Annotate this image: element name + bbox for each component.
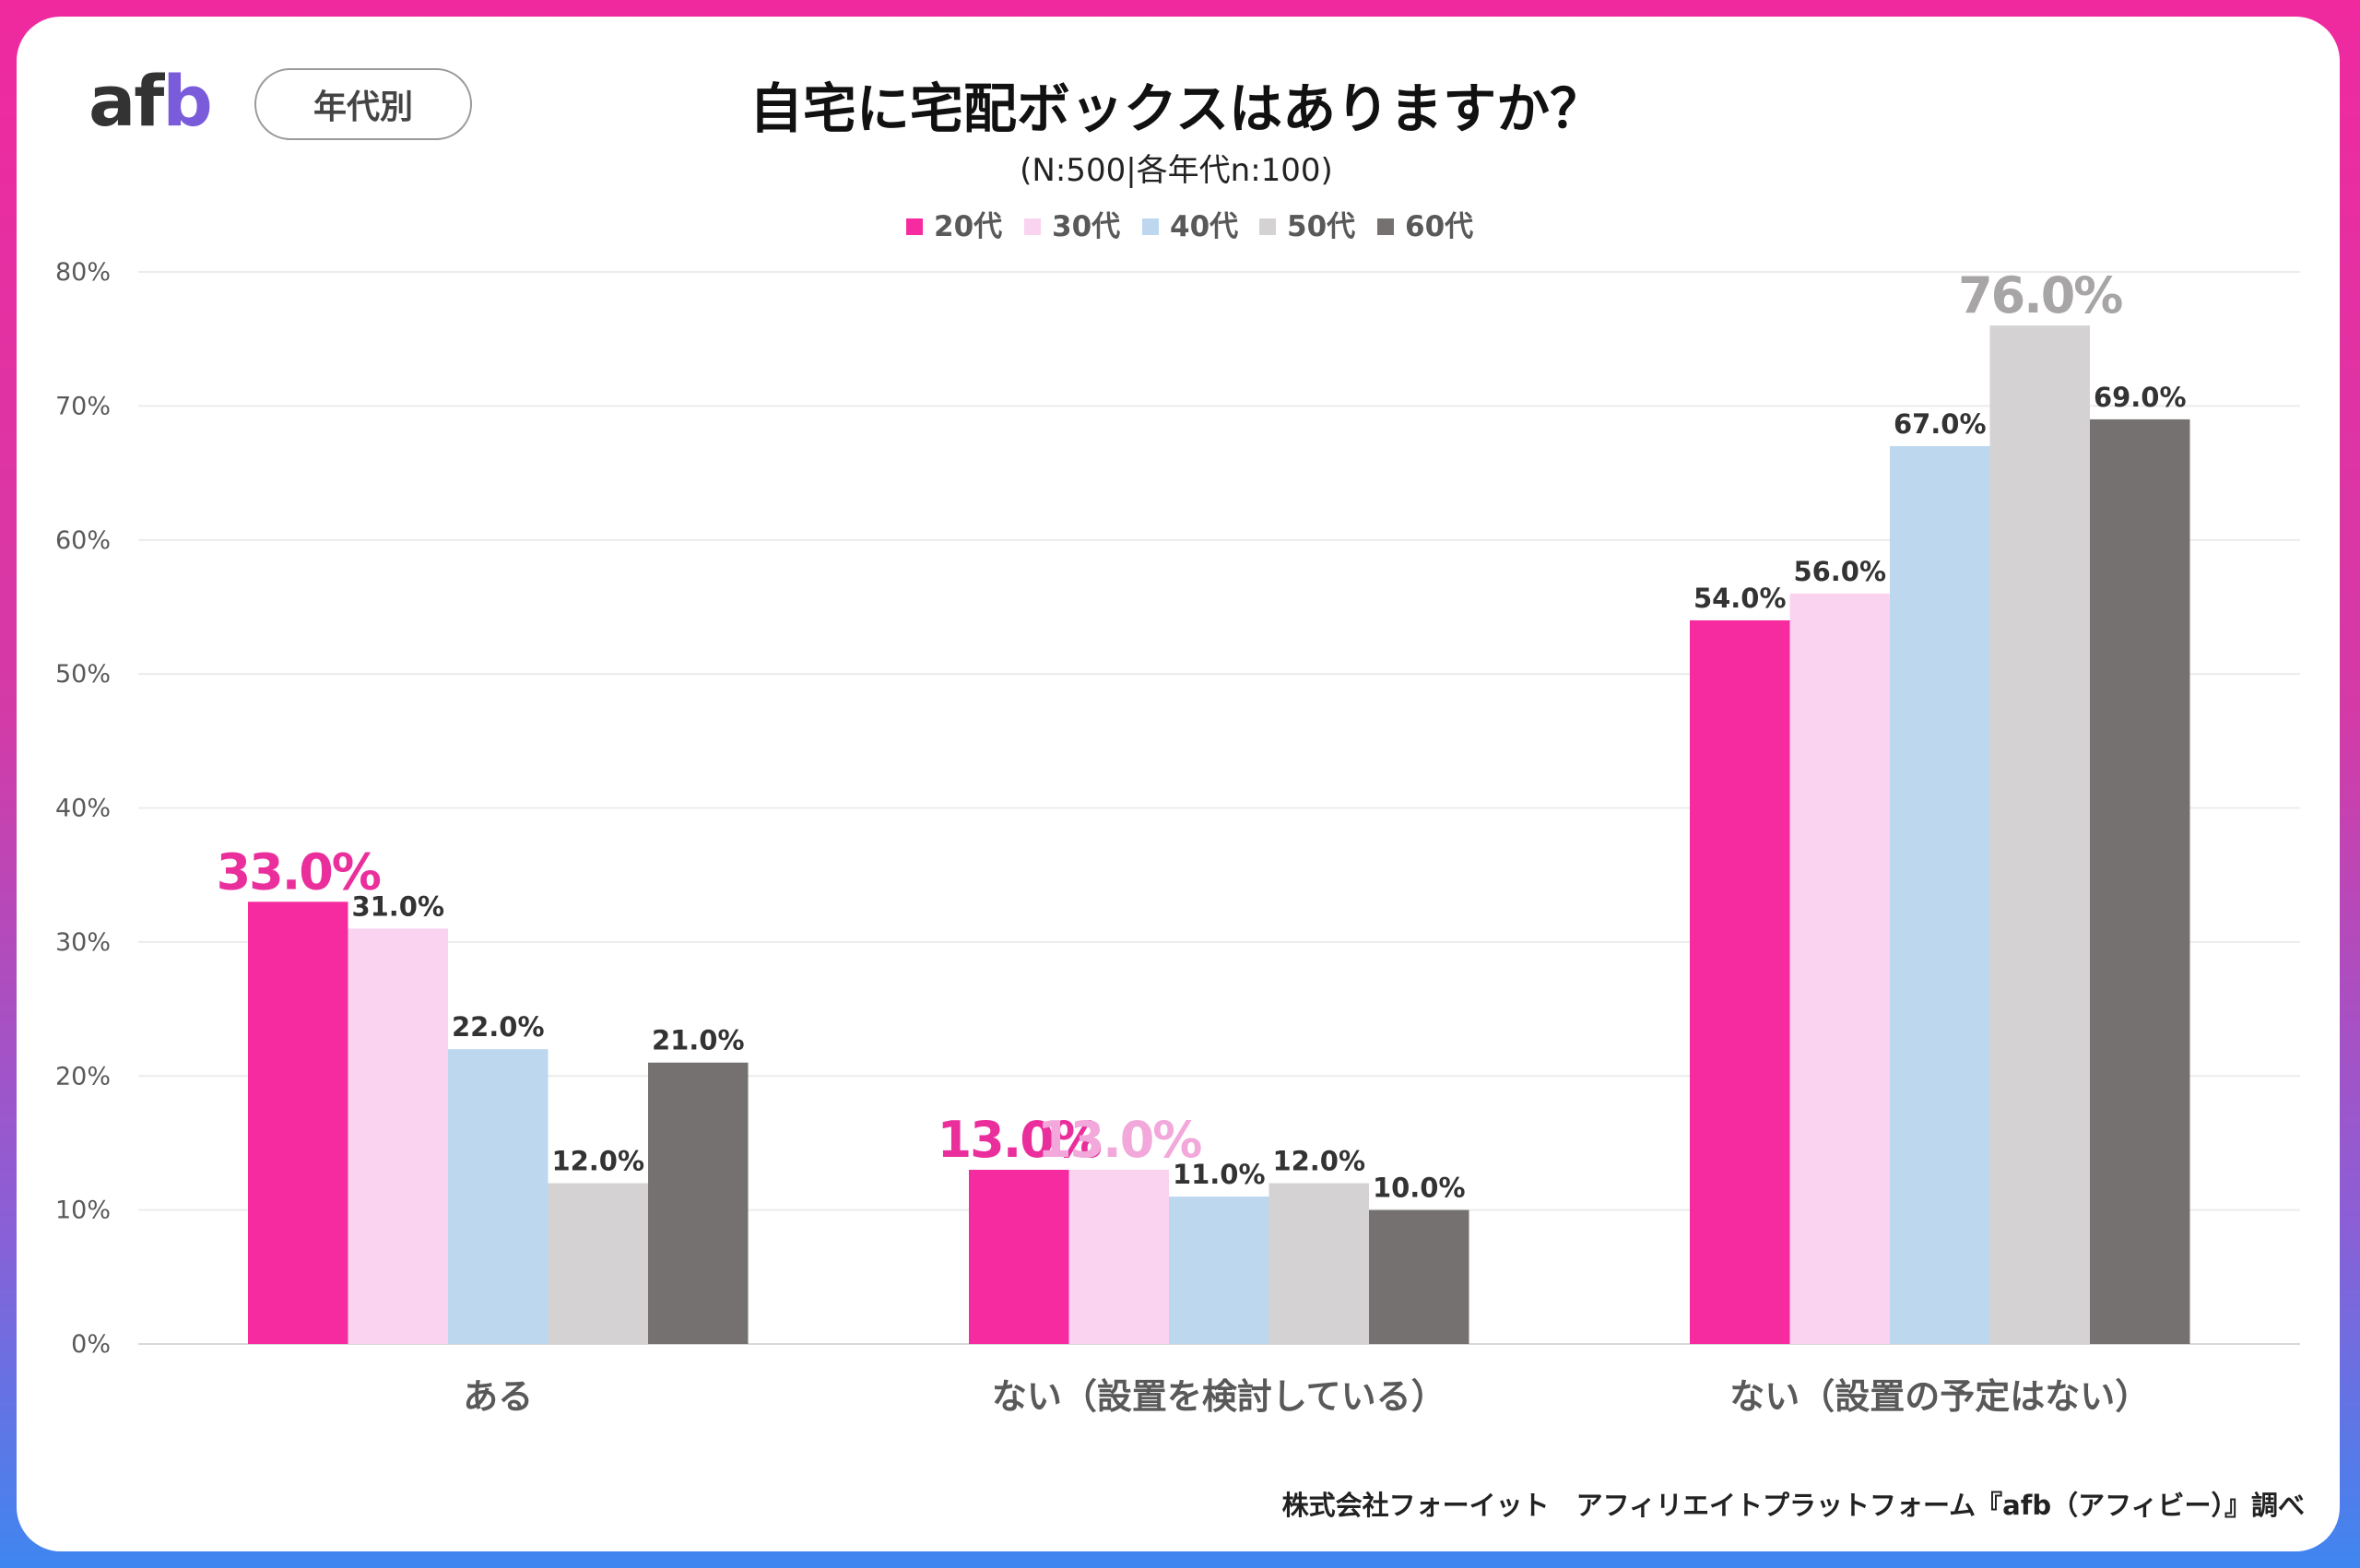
data-label: 67.0% (1894, 408, 1987, 440)
data-label: 76.0% (1958, 266, 2122, 324)
y-tick-label: 50% (55, 660, 111, 689)
legend-label: 60代 (1405, 210, 1473, 243)
y-tick-label: 80% (55, 258, 111, 287)
y-tick-label: 10% (55, 1197, 111, 1225)
legend-swatch (1259, 218, 1276, 235)
y-axis: 0% 10% 20% 30% 40% 50% 60% 70% 80% (55, 258, 111, 1359)
segment-badge: 年代別 (254, 68, 472, 140)
bar (1789, 593, 1890, 1344)
y-tick-label: 20% (55, 1062, 111, 1091)
legend-label: 50代 (1287, 210, 1355, 243)
data-label: 33.0% (217, 843, 381, 901)
data-label: 31.0% (351, 890, 444, 922)
y-tick-label: 0% (71, 1330, 111, 1359)
bar (1268, 1183, 1369, 1344)
data-label: 22.0% (452, 1011, 545, 1043)
bar (1690, 619, 1790, 1344)
source-note: 株式会社フォーイット アフィリエイトプラットフォーム『afb（アフィビー）』調べ (1281, 1490, 2305, 1521)
y-tick-label: 60% (55, 526, 111, 555)
afb-logo: afb (88, 66, 213, 136)
data-label: 13.0% (1037, 1111, 1201, 1169)
bar (1068, 1170, 1169, 1344)
y-tick-label: 40% (55, 795, 111, 823)
legend-swatch (1024, 218, 1041, 235)
bar (348, 928, 448, 1344)
chart-subtitle: (N:500|各年代n:100) (1020, 152, 1333, 189)
bar (1989, 325, 2090, 1344)
data-label: 69.0% (2094, 382, 2187, 413)
category-label: ない（設置の予定はない） (1729, 1376, 2150, 1417)
data-label: 13.0% (938, 1111, 1102, 1169)
category-label: ある (463, 1376, 533, 1417)
legend-label: 40代 (1170, 210, 1238, 243)
legend-label: 20代 (934, 210, 1002, 243)
bar (2090, 419, 2190, 1345)
bar (1169, 1197, 1269, 1344)
bar (969, 1170, 1069, 1344)
chart-legend: 20代 30代 40代 50代 60代 (906, 210, 1473, 243)
bar (648, 1062, 749, 1344)
bars (248, 325, 2190, 1345)
logo-text-af: af (88, 60, 164, 142)
y-tick-label: 30% (55, 928, 111, 957)
bar (548, 1183, 648, 1344)
bar (248, 902, 348, 1344)
data-label: 11.0% (1173, 1159, 1266, 1190)
data-label: 10.0% (1373, 1173, 1466, 1204)
chart-title: 自宅に宅配ボックスはありますか？ (749, 77, 1603, 140)
bar (1369, 1209, 1469, 1344)
legend-swatch (1142, 218, 1159, 235)
legend-swatch (1377, 218, 1394, 235)
bar (448, 1049, 549, 1344)
x-axis: ある ない（設置を検討している） ない（設置の予定はない） (463, 1376, 2150, 1417)
logo-text-b: b (162, 60, 212, 142)
data-label: 12.0% (551, 1146, 644, 1177)
data-label: 54.0% (1693, 583, 1787, 614)
category-label: ない（設置を検討している） (992, 1376, 1446, 1417)
legend-label: 30代 (1052, 210, 1120, 243)
y-tick-label: 70% (55, 392, 111, 420)
bar (1890, 445, 1990, 1344)
data-labels: 33.0%31.0%22.0%12.0%21.0%13.0%13.0%11.0%… (217, 266, 2187, 1203)
data-label: 12.0% (1272, 1146, 1365, 1177)
legend-swatch (906, 218, 923, 235)
data-label: 56.0% (1793, 556, 1886, 587)
data-label: 21.0% (652, 1025, 745, 1056)
